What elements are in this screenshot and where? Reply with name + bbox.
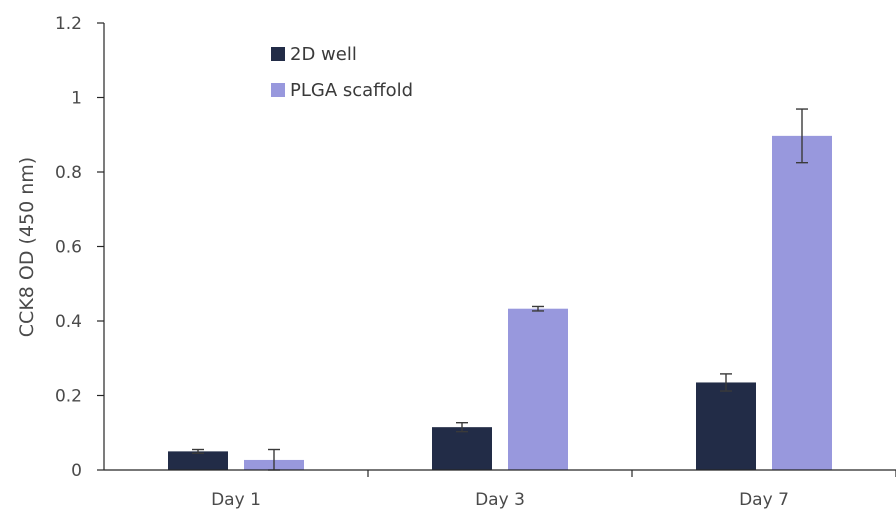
bar	[168, 451, 228, 470]
error-bar	[192, 448, 204, 454]
x-tick-label: Day 3	[475, 490, 525, 510]
legend-item: PLGA scaffold	[271, 80, 413, 101]
legend-swatch	[271, 47, 285, 61]
y-axis-ticks: 0 0.2 0.4 0.6 0.8 1 1.2	[55, 14, 104, 481]
bars	[168, 108, 832, 471]
error-bar	[456, 421, 468, 433]
y-tick-label: 1	[71, 89, 82, 109]
legend: 2D well PLGA scaffold	[271, 44, 413, 101]
y-tick-label: 0.6	[55, 238, 82, 258]
bar	[508, 308, 568, 470]
x-tick-label: Day 7	[739, 490, 789, 510]
legend-label: PLGA scaffold	[290, 80, 413, 101]
bar	[696, 382, 756, 470]
y-tick-label: 0	[71, 461, 82, 481]
y-tick-label: 1.2	[55, 14, 82, 34]
legend-swatch	[271, 83, 285, 97]
y-axis-label: CCK8 OD (450 nm)	[16, 157, 38, 337]
x-axis-ticks: Day 1 Day 3 Day 7	[211, 470, 896, 510]
y-tick-label: 0.8	[55, 163, 82, 183]
x-tick-label: Day 1	[211, 490, 261, 510]
bar	[432, 427, 492, 470]
error-bar	[532, 305, 544, 312]
bar	[772, 135, 832, 470]
legend-label: 2D well	[290, 44, 357, 65]
y-tick-label: 0.2	[55, 387, 82, 407]
legend-item: 2D well	[271, 44, 357, 65]
error-bar	[796, 108, 808, 164]
y-tick-label: 0.4	[55, 312, 82, 332]
error-bar	[720, 373, 732, 392]
